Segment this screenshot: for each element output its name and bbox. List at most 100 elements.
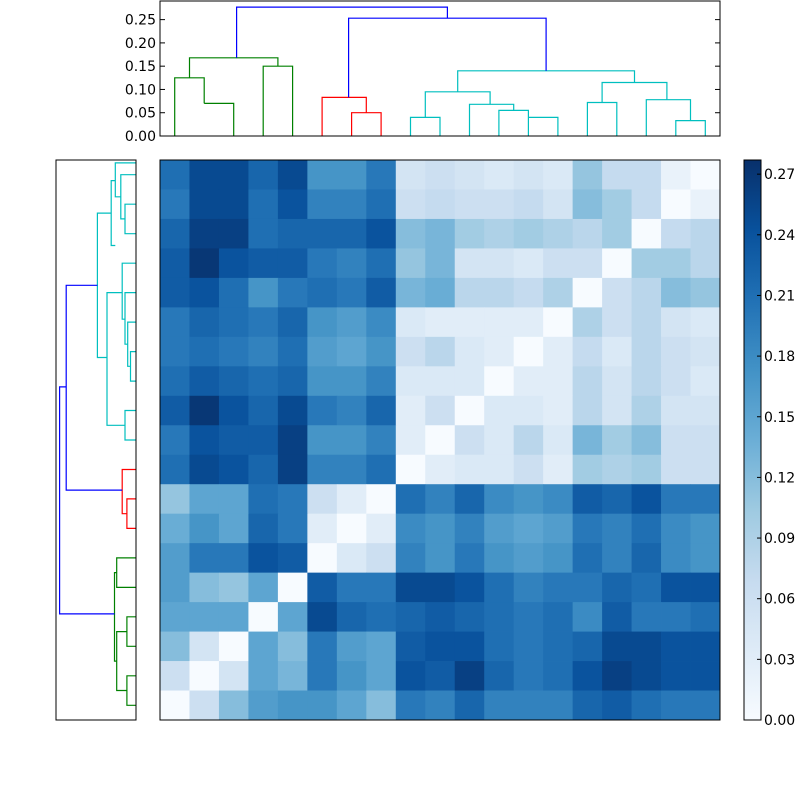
heatmap-cell-r3-c17	[661, 248, 691, 279]
heatmap-cell-r14-c18	[690, 572, 721, 603]
top-dendrogram-tick-label-1: 0.05	[125, 106, 156, 122]
heatmap-cell-r9-c12	[513, 425, 544, 456]
top-dendrogram-tick-label-3: 0.15	[125, 59, 156, 75]
heatmap-cell-r15-c9	[425, 602, 456, 632]
heatmap-cell-r2-c7	[366, 218, 397, 249]
heatmap-cell-r4-c15	[602, 277, 632, 308]
heatmap-cell-r8-c2	[218, 395, 249, 426]
heatmap-cell-r1-c10	[454, 189, 485, 220]
heatmap-cell-r13-c15	[602, 543, 632, 574]
heatmap-cell-r18-c1	[189, 690, 220, 721]
heatmap-cell-r17-c9	[425, 661, 456, 691]
heatmap-cell-r2-c11	[484, 218, 515, 249]
heatmap-cell-r0-c1	[189, 160, 220, 190]
heatmap-cell-r8-c11	[484, 395, 515, 426]
heatmap-cell-r1-c13	[543, 189, 574, 220]
top-dendrogram-tick-label-5: 0.25	[125, 13, 156, 29]
heatmap-cell-r18-c6	[336, 690, 367, 721]
heatmap-cell-r6-c4	[277, 336, 308, 367]
heatmap-cell-r5-c8	[395, 307, 426, 338]
heatmap-cell-r18-c13	[543, 690, 574, 721]
heatmap-cell-r3-c10	[454, 248, 485, 279]
heatmap-cell-r18-c5	[307, 690, 338, 721]
colorbar-tick-label-0: 0.00	[764, 713, 795, 729]
heatmap-cell-r9-c6	[336, 425, 367, 456]
heatmap-cell-r13-c11	[484, 543, 515, 574]
heatmap-cell-r5-c1	[189, 307, 220, 338]
heatmap-cell-r2-c0	[160, 218, 190, 249]
heatmap-cell-r8-c8	[395, 395, 426, 426]
heatmap-cell-r1-c6	[336, 189, 367, 220]
heatmap-cell-r4-c5	[307, 277, 338, 308]
heatmap-cell-r4-c2	[218, 277, 249, 308]
heatmap-cell-r6-c11	[484, 336, 515, 367]
heatmap-cell-r6-c13	[543, 336, 574, 367]
heatmap-cell-r12-c4	[277, 513, 308, 544]
top-dendrogram-y-axis: 0.00 0.05 0.10 0.15 0.20 0.25	[125, 13, 720, 145]
heatmap-cell-r4-c12	[513, 277, 544, 308]
heatmap-cell-r9-c10	[454, 425, 485, 456]
heatmap-cell-r16-c13	[543, 631, 574, 662]
colorbar-tick-label-8: 0.24	[764, 228, 795, 244]
heatmap-cell-r12-c15	[602, 513, 632, 544]
heatmap-cell-r13-c14	[572, 543, 603, 574]
top-dendrogram-links	[174, 6, 706, 136]
heatmap-cell-r12-c0	[160, 513, 190, 544]
heatmap-cell-r8-c14	[572, 395, 603, 426]
left-dendrogram-link-12	[106, 292, 125, 426]
top-dendrogram-tick-label-2: 0.10	[125, 82, 156, 98]
heatmap-cell-r5-c5	[307, 307, 338, 338]
heatmap-cell-r1-c16	[631, 189, 662, 220]
heatmap-cell-r6-c15	[602, 336, 632, 367]
heatmap-cell-r18-c14	[572, 690, 603, 721]
heatmap-cell-r17-c8	[395, 661, 426, 691]
heatmap-cell-r8-c16	[631, 395, 662, 426]
heatmap-cell-r12-c7	[366, 513, 397, 544]
heatmap-cell-r6-c7	[366, 336, 397, 367]
heatmap-cell-r17-c4	[277, 661, 308, 691]
heatmap-cell-r6-c2	[218, 336, 249, 367]
heatmap-cell-r3-c0	[160, 248, 190, 279]
heatmap-cell-r5-c13	[543, 307, 574, 338]
heatmap-cell-r3-c15	[602, 248, 632, 279]
heatmap-cell-r3-c3	[248, 248, 279, 279]
colorbar-tick-label-5: 0.15	[764, 410, 795, 426]
heatmap-cell-r14-c15	[602, 572, 632, 603]
heatmap-cell-r0-c15	[602, 160, 632, 190]
left-dendrogram	[55, 159, 137, 721]
heatmap-cell-r4-c17	[661, 277, 691, 308]
heatmap-cell-r1-c8	[395, 189, 426, 220]
heatmap-cell-r16-c5	[307, 631, 338, 662]
heatmap-cell-r0-c18	[690, 160, 721, 190]
heatmap-cell-r6-c14	[572, 336, 603, 367]
heatmap-cell-r5-c7	[366, 307, 397, 338]
heatmap-cell-r5-c10	[454, 307, 485, 338]
heatmap-cell-r16-c0	[160, 631, 190, 662]
heatmap-cell-r13-c12	[513, 543, 544, 574]
colorbar-tick-label-3: 0.09	[764, 531, 795, 547]
heatmap-cell-r1-c7	[366, 189, 397, 220]
heatmap-cell-r11-c2	[218, 484, 249, 515]
heatmap-cell-r7-c9	[425, 366, 456, 397]
heatmap-cell-r15-c15	[602, 602, 632, 632]
heatmap-cell-r14-c2	[218, 572, 249, 603]
heatmap-cell-r8-c5	[307, 395, 338, 426]
heatmap-cell-r13-c1	[189, 543, 220, 574]
heatmap-cell-r9-c2	[218, 425, 249, 456]
heatmap-cell-r17-c1	[189, 661, 220, 691]
left-dendrogram-link-10	[124, 292, 136, 345]
heatmap-cell-r11-c15	[602, 484, 632, 515]
heatmap-cell-r12-c3	[248, 513, 279, 544]
heatmap-cell-r11-c4	[277, 484, 308, 515]
heatmap-cell-r5-c16	[631, 307, 662, 338]
heatmap-cell-r9-c9	[425, 425, 456, 456]
heatmap-cell-r12-c17	[661, 513, 691, 544]
heatmap-cell-r9-c1	[189, 425, 220, 456]
top-dendrogram-link-3	[188, 57, 279, 78]
heatmap-cell-r6-c3	[248, 336, 279, 367]
heatmap-cell-r14-c10	[454, 572, 485, 603]
heatmap-cell-r16-c2	[218, 631, 249, 662]
heatmap-cell-r18-c2	[218, 690, 249, 721]
heatmap-cell-r15-c7	[366, 602, 397, 632]
heatmap-cell-r7-c10	[454, 366, 485, 397]
